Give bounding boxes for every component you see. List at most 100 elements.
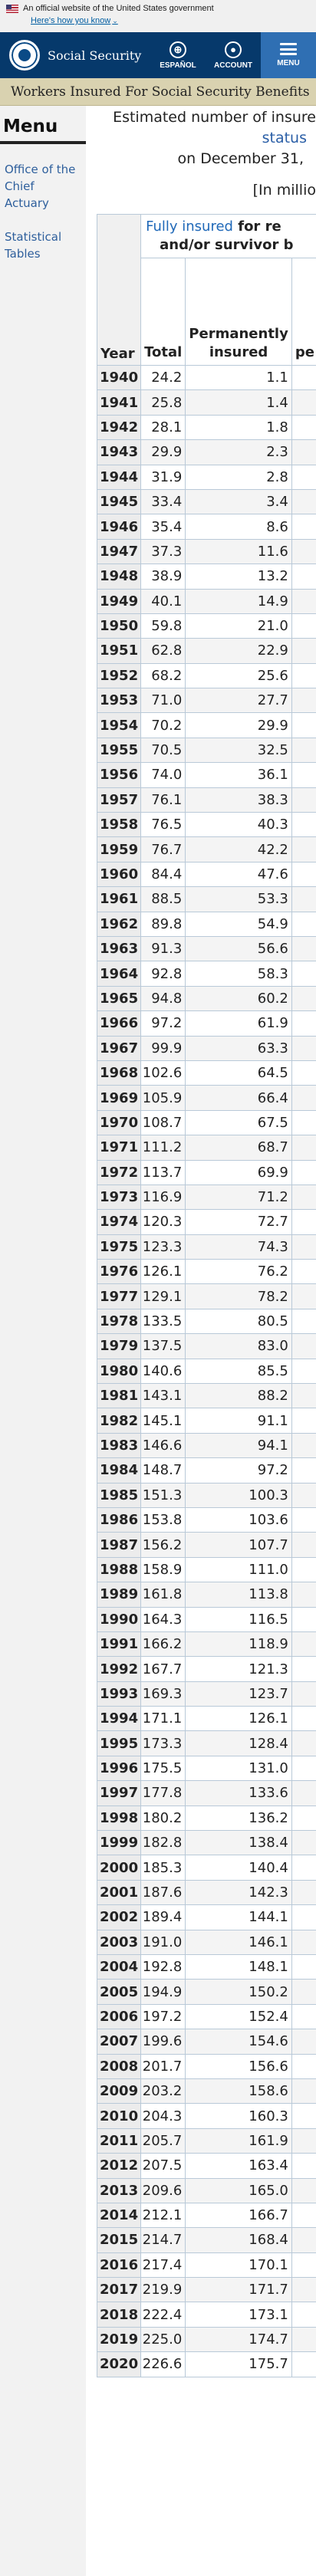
- year-cell: 2014: [96, 2202, 142, 2229]
- permanently-insured-cell: 150.2: [185, 1979, 292, 2005]
- table-row: 1961 88.5 53.3: [96, 886, 316, 912]
- truncated-cell: [291, 514, 316, 540]
- permanently-insured-cell: 170.1: [185, 2252, 292, 2279]
- truncated-cell: [291, 2227, 316, 2253]
- truncated-cell: [291, 2029, 316, 2055]
- year-cell: 1985: [96, 1482, 142, 1508]
- truncated-cell: [291, 1855, 316, 1881]
- permanently-insured-cell: 74.3: [185, 1234, 292, 1260]
- table-row: 1963 91.3 56.6: [96, 935, 316, 962]
- total-cell: 207.5: [140, 2153, 186, 2179]
- table-row: 1964 92.8 58.3: [96, 961, 316, 987]
- heres-how-you-know-label: Here's how you know: [31, 16, 111, 25]
- permanently-insured-cell: 21.0: [185, 613, 292, 639]
- table-header-row-top: Year Fully insured for re and/or survivo…: [96, 214, 316, 366]
- table-row: 1970 108.7 67.5: [96, 1109, 316, 1136]
- group-header-line-2: and/or survivor b: [160, 237, 294, 253]
- truncated-cell: [291, 1035, 316, 1061]
- year-cell: 2001: [96, 1879, 142, 1906]
- permanently-insured-cell: 123.7: [185, 1681, 292, 1707]
- account-button[interactable]: ● ACCOUNT: [206, 32, 261, 78]
- table-row: 2018 222.4 173.1: [96, 2302, 316, 2328]
- permanently-insured-cell: 60.2: [185, 985, 292, 1012]
- truncated-cell: [291, 1681, 316, 1707]
- truncated-cell: [291, 2177, 316, 2203]
- truncated-cell: [291, 1408, 316, 1434]
- total-cell: 71.0: [140, 688, 186, 714]
- menu-button[interactable]: MENU: [261, 32, 316, 78]
- espanol-button[interactable]: ⊕ ESPAÑOL: [150, 32, 206, 78]
- total-cell: 29.9: [140, 439, 186, 465]
- truncated-cell: [291, 1532, 316, 1558]
- total-cell: 146.6: [140, 1432, 186, 1459]
- truncated-cell: [291, 389, 316, 416]
- table-row: 1950 59.8 21.0: [96, 613, 316, 639]
- permanently-insured-cell: 54.9: [185, 911, 292, 937]
- truncated-cell: [291, 588, 316, 614]
- total-cell: 212.1: [140, 2202, 186, 2229]
- total-cell: 123.3: [140, 1234, 186, 1260]
- table-caption: Estimated number of insure status on Dec…: [86, 106, 316, 169]
- total-cell: 185.3: [140, 1855, 186, 1881]
- total-cell: 182.8: [140, 1830, 186, 1856]
- year-cell: 1981: [96, 1383, 142, 1409]
- table-row: 1944 31.9 2.8: [96, 464, 316, 490]
- permanently-insured-cell: 156.6: [185, 2053, 292, 2079]
- truncated-cell: [291, 2252, 316, 2279]
- total-cell: 209.6: [140, 2177, 186, 2203]
- total-cell: 99.9: [140, 1035, 186, 1061]
- year-cell: 1966: [96, 1010, 142, 1037]
- brand-name: Social Security: [48, 48, 142, 63]
- total-cell: 137.5: [140, 1333, 186, 1359]
- table-row: 1992 167.7 121.3: [96, 1656, 316, 1682]
- truncated-cell: [291, 762, 316, 788]
- year-cell: 1984: [96, 1457, 142, 1484]
- table-row: 1957 76.1 38.3: [96, 787, 316, 813]
- truncated-cell: [291, 538, 316, 565]
- table-row: 2015 214.7 168.4: [96, 2227, 316, 2253]
- gov-banner-text: An official website of the United States…: [23, 4, 214, 13]
- total-cell: 116.9: [140, 1184, 186, 1211]
- total-cell: 199.6: [140, 2029, 186, 2055]
- permanently-insured-cell: 85.5: [185, 1358, 292, 1385]
- permanently-insured-cell: 38.3: [185, 787, 292, 813]
- total-cell: 169.3: [140, 1681, 186, 1707]
- truncated-cell: [291, 2078, 316, 2104]
- permanently-insured-cell: 13.2: [185, 564, 292, 590]
- year-cell: 1970: [96, 1109, 142, 1136]
- truncated-cell: [291, 985, 316, 1012]
- truncated-cell: [291, 1085, 316, 1111]
- year-cell: 1987: [96, 1532, 142, 1558]
- permanently-insured-cell: 2.8: [185, 464, 292, 490]
- total-cell: 84.4: [140, 861, 186, 888]
- table-row: 1976 126.1 76.2: [96, 1259, 316, 1285]
- year-cell: 1994: [96, 1706, 142, 1732]
- permanently-insured-cell: 3.4: [185, 488, 292, 515]
- heres-how-you-know-link[interactable]: Here's how you know ⌄: [31, 16, 118, 25]
- year-cell: 1995: [96, 1730, 142, 1756]
- truncated-cell: [291, 2351, 316, 2377]
- truncated-cell: [291, 886, 316, 912]
- truncated-cell: [291, 1830, 316, 1856]
- truncated-cell: [291, 1506, 316, 1533]
- permanently-insured-cell: 58.3: [185, 961, 292, 987]
- truncated-cell: [291, 1780, 316, 1806]
- sidebar-link-statistical-tables[interactable]: Statistical Tables: [5, 230, 62, 261]
- permanently-insured-cell: 128.4: [185, 1730, 292, 1756]
- truncated-cell: [291, 1706, 316, 1732]
- table-row: 1945 33.4 3.4: [96, 488, 316, 515]
- truncated-cell: [291, 911, 316, 937]
- home-link[interactable]: Social Security: [0, 32, 150, 78]
- year-cell: 1954: [96, 712, 142, 738]
- table-row: 1985 151.3 100.3: [96, 1482, 316, 1508]
- fully-insured-link[interactable]: Fully insured: [146, 219, 233, 235]
- permanently-insured-cell: 163.4: [185, 2153, 292, 2179]
- sidebar-link-office-of-chief-actuary[interactable]: Office of the Chief Actuary: [5, 163, 76, 210]
- total-cell: 161.8: [140, 1582, 186, 1608]
- truncated-cell: [291, 1333, 316, 1359]
- truncated-cell: [291, 1060, 316, 1086]
- permanently-insured-cell: 175.7: [185, 2351, 292, 2377]
- truncated-cell: [291, 1805, 316, 1832]
- caption-status-link[interactable]: status: [262, 130, 307, 146]
- table-row: 2006 197.2 152.4: [96, 2003, 316, 2030]
